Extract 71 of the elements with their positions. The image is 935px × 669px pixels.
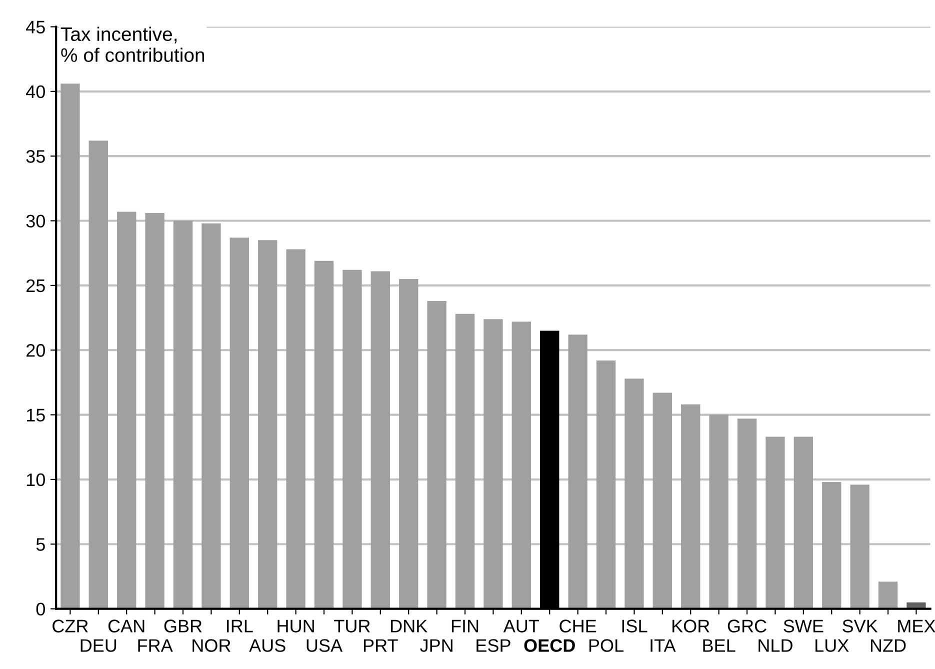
x-tick-label: BEL — [703, 639, 736, 652]
bar — [484, 319, 503, 609]
y-tick-label: 5 — [36, 538, 45, 551]
bar — [624, 378, 644, 609]
bar — [512, 322, 531, 609]
x-tick-label: AUT — [503, 620, 540, 632]
bar — [60, 84, 80, 609]
bar — [455, 314, 475, 609]
x-tick-label: SWE — [784, 620, 824, 632]
x-tick-label: ISL — [622, 620, 648, 632]
x-tick-label: POL — [589, 639, 624, 652]
bar — [314, 260, 334, 609]
bar — [370, 271, 390, 609]
x-tick-label: JPN — [420, 639, 452, 652]
bar — [737, 418, 757, 609]
y-tick-label: 30 — [26, 214, 45, 228]
y-axis-title: Tax incentive, % of contribution — [60, 26, 204, 62]
x-tick-label: NLD — [758, 639, 792, 652]
x-tick-label: FRA — [138, 639, 173, 652]
bar — [88, 140, 108, 609]
bar — [230, 238, 249, 609]
x-tick-label: FIN — [452, 620, 478, 632]
x-tick-label: ITA — [650, 639, 676, 652]
y-tick-label: 45 — [26, 20, 45, 34]
bar — [399, 278, 418, 609]
y-tick-label: 20 — [26, 344, 45, 357]
bar — [652, 392, 672, 609]
x-tick-label: AUS — [249, 639, 286, 652]
bar — [596, 360, 616, 609]
bar — [258, 240, 278, 609]
x-tick-label: CZR — [52, 620, 88, 632]
x-tick-label: TUR — [334, 620, 370, 632]
bar — [117, 212, 136, 609]
x-tick-label: LUX — [816, 639, 849, 652]
bar — [709, 414, 728, 609]
x-tick-label: HUN — [278, 620, 314, 632]
bar — [794, 436, 814, 609]
x-tick-label: DEU — [80, 639, 116, 652]
y-tick-label: 25 — [26, 279, 45, 292]
x-tick-label: NZD — [870, 639, 906, 652]
bar — [766, 436, 785, 609]
x-tick-label: SVK — [842, 620, 878, 632]
bar — [850, 484, 870, 609]
x-tick-label: CHE — [560, 620, 596, 632]
x-tick-label: IRL — [227, 620, 253, 632]
bar — [342, 270, 362, 609]
x-tick-label: CAN — [108, 620, 144, 632]
bar — [427, 300, 446, 609]
bar — [878, 582, 898, 609]
x-tick-label: ESP — [476, 639, 510, 652]
x-tick-label: GBR — [164, 620, 202, 632]
bar — [568, 334, 588, 609]
bar — [286, 249, 306, 609]
y-tick-label: 35 — [26, 150, 45, 163]
x-tick-label: DNK — [391, 620, 428, 632]
x-tick-label: NOR — [192, 639, 230, 652]
y-tick-label: 15 — [26, 408, 45, 422]
bar — [822, 482, 842, 609]
y-tick-label: 0 — [36, 602, 45, 616]
bar — [145, 213, 164, 609]
x-tick-label: KOR — [672, 620, 710, 632]
y-tick-label: 10 — [26, 473, 45, 486]
bar — [681, 404, 700, 609]
bar — [202, 223, 221, 609]
x-tick-label: MEX — [898, 620, 935, 632]
y-tick-label: 40 — [26, 85, 45, 98]
x-tick-label: PRT — [364, 639, 398, 652]
x-tick-label: GRC — [728, 620, 766, 632]
x-tick-label: OECD — [524, 639, 575, 652]
bar — [173, 220, 193, 609]
x-tick-label: USA — [306, 639, 343, 652]
